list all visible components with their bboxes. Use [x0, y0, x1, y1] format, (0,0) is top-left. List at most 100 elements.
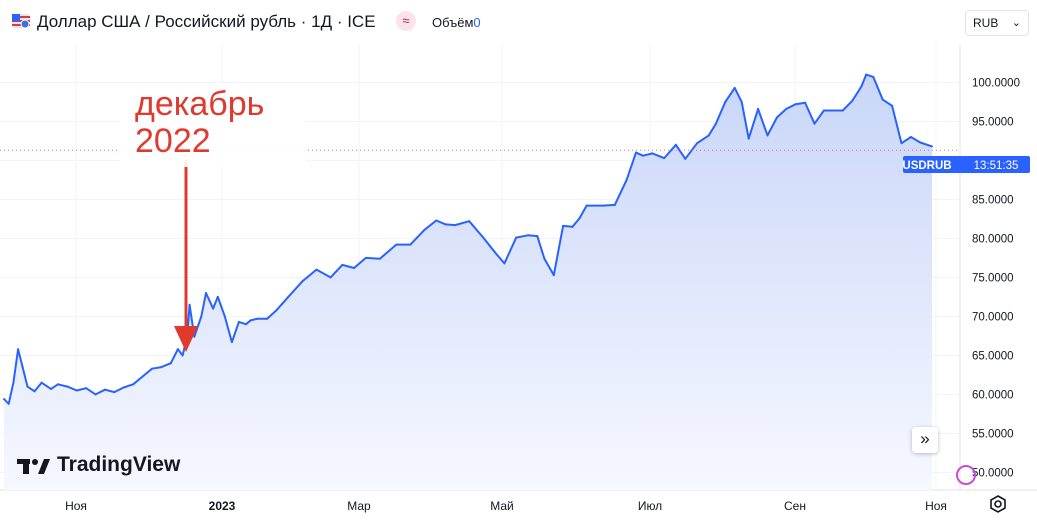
series-segment [468, 220, 485, 239]
series-segment [684, 142, 699, 160]
series-segment [104, 388, 116, 394]
series-segment [193, 315, 203, 338]
annotation-text: декабрь 2022 [135, 86, 264, 160]
y-tick-label: 60.0000 [972, 389, 1014, 401]
series-segment [57, 383, 69, 388]
series-segment [851, 85, 863, 103]
series-segment [747, 107, 760, 140]
y-tick-label: 75.0000 [972, 272, 1014, 284]
series-segment [237, 320, 247, 326]
series-segment [353, 256, 367, 269]
series-segment [552, 224, 565, 277]
series-segment [724, 86, 736, 103]
series-segment [75, 387, 88, 392]
x-tick-label: Мар [347, 499, 371, 513]
series-segment [571, 217, 581, 228]
x-tick-label: 2023 [209, 499, 236, 513]
series-segment [785, 103, 797, 110]
series-segment [85, 387, 97, 396]
series-segment [444, 223, 457, 227]
series-segment [230, 320, 240, 344]
series-segment [562, 224, 574, 228]
series-segment [860, 73, 868, 88]
series-segment [151, 366, 163, 370]
price-badge-symbol: USDRUB [902, 160, 951, 172]
series-segment [503, 236, 518, 265]
series-segment [841, 100, 854, 112]
chart-header: Доллар США / Российский рубль · 1Д · ICE… [0, 0, 1029, 44]
series-segment [794, 101, 807, 106]
series-segment [494, 251, 506, 265]
y-tick-label: 55.0000 [972, 428, 1014, 440]
x-tick-label: Ноя [925, 499, 947, 513]
gear-icon[interactable] [988, 494, 1008, 514]
indicator-icon[interactable]: ≈ [396, 11, 416, 31]
series-segment [900, 136, 912, 145]
series-segment [919, 141, 933, 148]
price-badge-time: 13:51:35 [974, 160, 1019, 172]
series-segment [245, 319, 252, 326]
series-segment [813, 109, 825, 125]
series-segment [696, 134, 710, 145]
y-tick-label: 50.0000 [972, 467, 1014, 479]
series-segment [707, 122, 717, 137]
series-segment [176, 348, 184, 357]
series-segment [543, 257, 555, 277]
price-badge: USDRUB 13:51:35 [902, 156, 1030, 173]
chevron-down-icon: ⌄ [1011, 17, 1021, 29]
series-segment [329, 263, 344, 279]
series-segment [94, 388, 106, 396]
series-segment [865, 73, 875, 78]
series-segment [169, 348, 179, 365]
series-segment [891, 104, 903, 145]
series-segment [266, 309, 278, 320]
series-segment [33, 381, 43, 393]
series-segment [423, 219, 438, 231]
y-tick-label: 80.0000 [972, 233, 1014, 245]
x-tick-label: Сен [784, 499, 806, 513]
annotation-line-2: 2022 [135, 122, 211, 160]
volume-value: 0 [473, 15, 481, 30]
series-segment [602, 203, 616, 207]
series-segment [17, 348, 24, 369]
currency-label: RUB [973, 16, 999, 30]
time-axis[interactable]: Ноя 2023 Мар Май Июл Сен Ноя [65, 499, 947, 513]
series-segment [378, 243, 398, 260]
series-segment [613, 178, 628, 206]
series-segment [40, 381, 52, 390]
series-segment [536, 235, 546, 260]
series-segment [160, 362, 172, 369]
series-segment [301, 268, 318, 283]
y-tick-label: 70.0000 [972, 311, 1014, 323]
series-segment [315, 268, 332, 279]
series-segment [141, 367, 153, 378]
series-segment [625, 151, 637, 181]
series-segment [409, 228, 426, 246]
annotation-background [120, 85, 306, 167]
series-segment [635, 151, 644, 157]
series-segment [341, 263, 356, 269]
y-tick-label: 85.0000 [972, 194, 1014, 206]
y-tick-label: 65.0000 [972, 350, 1014, 362]
series-segment [113, 386, 125, 394]
series-segment [766, 116, 778, 137]
series-segment [21, 366, 29, 388]
indicator-marker-icon[interactable] [956, 465, 976, 485]
series-segment [775, 107, 788, 119]
series-segment [526, 234, 539, 238]
scroll-to-realtime-button[interactable]: » [912, 427, 938, 453]
series-segment [66, 385, 78, 392]
currency-select[interactable]: RUB ⌄ [965, 10, 1029, 36]
tradingview-logo-icon [17, 459, 50, 474]
series-segment [50, 383, 59, 390]
series-segment [435, 219, 447, 226]
y-tick-label: 95.0000 [972, 116, 1014, 128]
symbol-title[interactable]: Доллар США / Российский рубль · 1Д · ICE [37, 12, 376, 31]
series-segment [287, 280, 304, 298]
x-tick-label: Май [490, 499, 514, 513]
series-segment [757, 107, 769, 137]
volume-label: Объём [432, 15, 474, 30]
price-axis[interactable]: 50.0000 55.0000 60.0000 65.0000 70.0000 75.00… [972, 77, 1020, 479]
y-tick-label: 100.0000 [972, 77, 1020, 89]
